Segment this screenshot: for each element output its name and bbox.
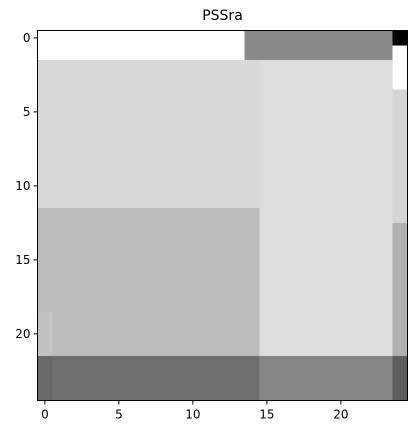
heatmap-cell-block bbox=[259, 60, 393, 357]
x-tick-label: 20 bbox=[333, 408, 348, 422]
heatmap-cell-block bbox=[392, 222, 408, 357]
x-tick-label: 5 bbox=[115, 408, 123, 422]
heatmap-cell-block bbox=[392, 89, 408, 223]
heatmap-cell-block bbox=[392, 30, 408, 46]
chart-title: PSSra bbox=[202, 8, 243, 24]
y-tick-label: 5 bbox=[23, 105, 31, 119]
y-tick-label: 10 bbox=[15, 179, 30, 193]
x-axis-ticks: 0 5 10 15 20 bbox=[41, 400, 349, 422]
heatmap-cell-block bbox=[37, 208, 260, 357]
y-tick-label: 20 bbox=[15, 327, 30, 341]
heatmap-cell-block bbox=[244, 30, 393, 61]
heatmap-cell-block bbox=[52, 356, 260, 401]
heatmap-cell-block bbox=[259, 356, 393, 401]
heatmap-cell-block bbox=[37, 60, 260, 209]
heatmap-cell-block bbox=[37, 311, 53, 357]
y-tick-label: 0 bbox=[23, 31, 31, 45]
y-tick-label: 15 bbox=[15, 253, 30, 267]
x-tick-label: 10 bbox=[185, 408, 200, 422]
heatmap-cell-block bbox=[37, 30, 245, 61]
axes-frame bbox=[37, 30, 408, 401]
heatmap-cells bbox=[37, 30, 408, 401]
y-axis-ticks: 0 5 10 15 20 bbox=[15, 31, 38, 341]
x-tick-label: 0 bbox=[41, 408, 49, 422]
heatmap-cell-block bbox=[392, 60, 408, 90]
heatmap-cell-block bbox=[37, 356, 53, 401]
heatmap-cell-block bbox=[392, 356, 408, 401]
heatmap-cell-block bbox=[392, 45, 408, 61]
x-tick-label: 15 bbox=[259, 408, 274, 422]
